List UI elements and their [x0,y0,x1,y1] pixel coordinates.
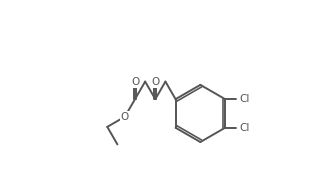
Text: O: O [151,77,160,87]
Text: O: O [131,77,139,87]
Text: Cl: Cl [240,94,250,104]
Text: O: O [121,112,129,122]
Text: Cl: Cl [240,123,250,133]
